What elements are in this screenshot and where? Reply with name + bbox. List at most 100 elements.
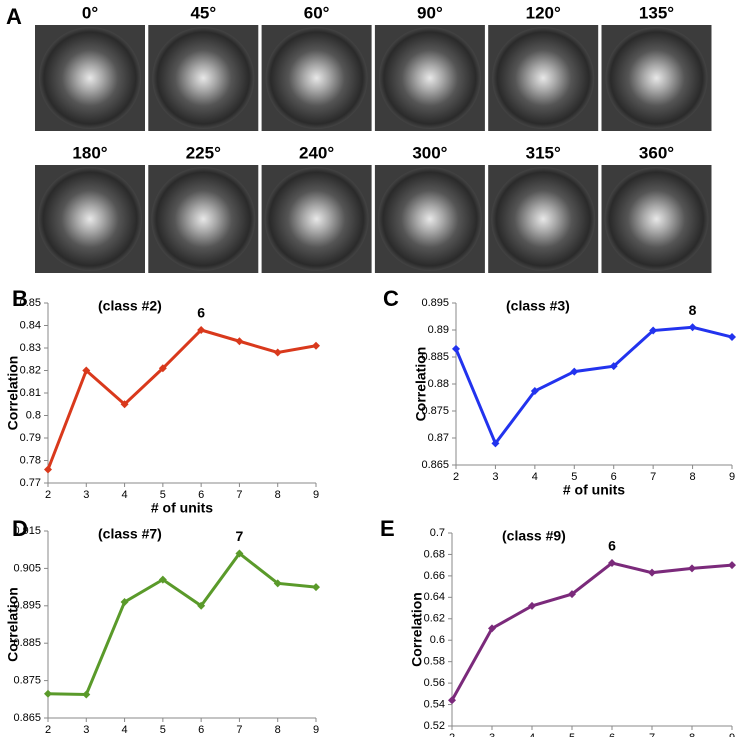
panel-letter: E [380,516,395,541]
annotation: 7 [236,528,244,544]
data-point [648,568,656,577]
data-point [488,624,496,633]
x-axis-label: # of units [563,482,625,498]
angle-label: 120° [526,3,561,22]
y-axis-label: Correlation [5,587,21,662]
data-point [568,590,576,599]
y-axis-label: Correlation [5,356,21,431]
data-point [609,362,618,371]
particle [378,27,481,129]
y-tick-label: 0.81 [20,387,41,399]
y-tick-label: 0.7 [430,527,445,539]
panel-letter: B [12,286,28,311]
y-tick-label: 0.865 [421,459,449,471]
annotation: 6 [608,538,616,554]
x-tick-label: 4 [122,489,128,501]
data-point [491,439,500,448]
y-tick-label: 0.56 [424,677,445,689]
subtitle: (class #3) [506,298,570,314]
panel-letter: C [383,286,399,311]
data-point [728,561,736,570]
data-point [158,364,167,373]
x-tick-label: 8 [275,724,281,736]
data-point [608,559,616,568]
data-point [273,579,282,588]
data-point [197,601,206,610]
data-point [649,326,658,335]
x-tick-label: 9 [313,724,319,736]
x-tick-label: 7 [236,489,242,501]
data-point [197,326,206,334]
angle-label: 90° [417,3,443,22]
y-tick-label: 0.58 [424,656,445,668]
x-tick-label: 6 [198,724,204,736]
x-tick-label: 8 [689,732,695,737]
x-tick-label: 5 [569,732,575,737]
data-point [312,583,320,592]
annotation: 6 [197,305,205,321]
data-point [530,387,539,396]
x-axis-label: # of units [151,500,213,516]
x-tick-label: 9 [729,732,735,737]
series-line [450,561,733,701]
particle [151,167,256,271]
angle-label: 225° [186,143,221,162]
x-tick-label: 2 [45,724,51,736]
x-tick-label: 7 [650,471,656,483]
data-point [728,333,736,342]
y-tick-label: 0.875 [421,405,449,417]
data-point [82,366,91,375]
y-tick-label: 0.87 [428,432,449,444]
series-line [454,325,733,447]
x-tick-label: 2 [449,732,455,737]
y-tick-label: 0.8 [26,409,41,421]
x-tick-label: 3 [83,489,89,501]
x-tick-label: 2 [453,471,459,483]
x-tick-label: 3 [83,724,89,736]
data-point [44,689,52,698]
x-tick-label: 9 [313,489,319,501]
y-tick-label: 0.885 [13,637,41,649]
data-point [452,344,460,353]
y-tick-label: 0.66 [424,570,445,582]
data-point [528,601,536,610]
y-tick-label: 0.865 [13,712,41,724]
annotation: 8 [689,302,697,318]
y-tick-label: 0.885 [421,351,449,363]
y-tick-label: 0.52 [424,720,445,732]
series-line [47,551,317,696]
y-tick-label: 0.83 [20,342,41,354]
data-point [235,549,244,558]
y-tick-label: 0.77 [20,477,41,489]
y-tick-label: 0.6 [430,634,445,646]
y-tick-label: 0.79 [20,432,41,444]
particle [264,167,369,271]
particle [377,167,482,271]
data-point [44,465,52,474]
angle-label: 315° [526,143,561,162]
angle-label: 0° [82,3,98,22]
x-tick-label: 6 [611,471,617,483]
panel-letter: A [6,4,22,29]
subtitle: (class #9) [502,528,566,544]
x-tick-label: 8 [275,489,281,501]
angle-label: 300° [412,143,447,162]
x-tick-label: 5 [571,471,577,483]
y-axis-label: Correlation [413,347,429,422]
x-tick-label: 6 [609,732,615,737]
data-point [688,323,697,332]
y-tick-label: 0.54 [424,698,445,710]
particle [265,27,368,129]
data-point [570,367,579,376]
y-tick-label: 0.78 [20,454,41,466]
y-tick-label: 0.68 [424,548,445,560]
angle-label: 60° [304,3,330,22]
x-tick-label: 5 [160,489,166,501]
x-tick-label: 4 [529,732,535,737]
x-tick-label: 4 [122,724,128,736]
angle-label: 135° [639,3,674,22]
y-tick-label: 0.88 [428,378,449,390]
y-axis-label: Correlation [409,592,425,667]
x-tick-label: 5 [160,724,166,736]
